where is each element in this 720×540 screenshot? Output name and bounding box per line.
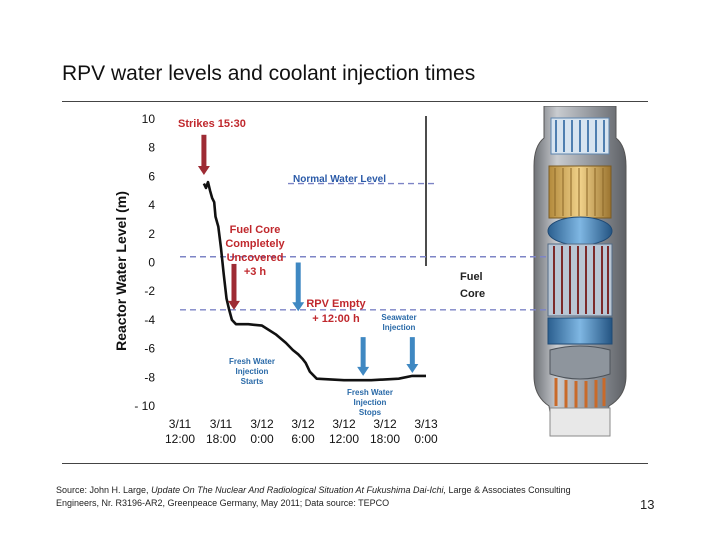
y-axis-label: Reactor Water Level (m) [113, 191, 129, 351]
normal-water-level-label: Normal Water Level [293, 174, 386, 185]
y-tick-label: -4 [144, 313, 155, 327]
x-tick-time: 6:00 [291, 432, 315, 446]
water-level-figure: Reactor Water Level (m) 10 8 6 4 2 0 -2 -4 -6 -8 -… [113, 106, 627, 446]
x-tick-time: 18:00 [206, 432, 236, 446]
x-tick-labels: 3/1112:003/1118:003/120:003/126:003/1212… [165, 417, 438, 446]
annotation-uncovered-line-3: Uncovered [227, 252, 284, 264]
y-tick-label: -6 [144, 342, 155, 356]
strikes-arrow-head [197, 165, 210, 175]
event-arrows [197, 134, 419, 376]
annotation-uncovered-line-4: +3 h [244, 266, 267, 278]
x-tick-date: 3/12 [332, 417, 356, 431]
annotation-uncovered-line-1: Fuel Core [230, 224, 281, 236]
x-tick-date: 3/12 [291, 417, 315, 431]
source-citation: Source: John H. Large, Update On The Nuc… [56, 484, 616, 510]
annotation-seawater-line-1: Seawater [381, 313, 416, 322]
x-tick-time: 0:00 [250, 432, 274, 446]
annotation-fresh-stop-line-1: Fresh Water [347, 388, 393, 397]
y-tick-label: 4 [148, 198, 155, 212]
annotation-strikes: Strikes 15:30 [178, 118, 246, 130]
x-tick-date: 3/11 [210, 417, 233, 431]
source-suffix: Large & Associates Consulting Engineers,… [56, 485, 571, 508]
x-tick-date: 3/12 [250, 417, 274, 431]
annotation-seawater-line-2: Injection [383, 323, 416, 332]
page-number: 13 [640, 497, 655, 512]
slide-title: RPV water levels and coolant injection t… [62, 62, 476, 85]
annotation-uncovered-line-2: Completely [225, 238, 285, 250]
y-tick-label: 0 [148, 256, 155, 270]
annotation-fresh-stop-line-3: Stops [359, 408, 382, 417]
y-tick-label: -8 [144, 370, 155, 384]
uncovered-arrow-head [227, 300, 240, 310]
source-prefix: Source: John H. Large, [56, 485, 152, 495]
title-divider [62, 101, 648, 102]
reference-lines [180, 182, 546, 311]
reactor-vessel-illustration [533, 106, 627, 437]
annotation-fresh-stop-line-2: Injection [354, 398, 387, 407]
annotation-fresh-start-line-1: Fresh Water [229, 357, 275, 366]
x-tick-time: 12:00 [165, 432, 195, 446]
annotation-rpv-empty-line-2: + 12:00 h [312, 313, 360, 325]
y-tick-label: 6 [148, 169, 155, 183]
y-tick-label: 2 [148, 227, 155, 241]
x-tick-time: 12:00 [329, 432, 359, 446]
y-tick-label: 10 [142, 112, 156, 126]
footer-divider [62, 463, 648, 464]
y-tick-label: -2 [144, 284, 155, 298]
annotation-fresh-start-line-2: Injection [236, 367, 269, 376]
y-tick-labels: 10 8 6 4 2 0 -2 -4 -6 -8 - 10 [134, 112, 155, 413]
seawater-arrow-head [406, 363, 419, 373]
water-level-line [202, 180, 426, 382]
x-tick-time: 0:00 [414, 432, 438, 446]
x-tick-time: 18:00 [370, 432, 400, 446]
x-tick-date: 3/13 [414, 417, 438, 431]
fresh-stop-arrow-head [357, 366, 370, 376]
x-tick-date: 3/12 [373, 417, 397, 431]
fuel-core-label-line-2: Core [460, 288, 485, 300]
rpv-empty-arrow-head [292, 302, 305, 312]
y-tick-label: 8 [148, 141, 155, 155]
x-tick-date: 3/11 [169, 417, 192, 431]
source-title: Update On The Nuclear And Radiological S… [151, 485, 447, 495]
annotation-fresh-start-line-3: Starts [241, 377, 264, 386]
annotation-rpv-empty-line-1: RPV Empty [306, 298, 366, 310]
fuel-core-label-line-1: Fuel [460, 271, 483, 283]
y-tick-label: - 10 [134, 399, 155, 413]
